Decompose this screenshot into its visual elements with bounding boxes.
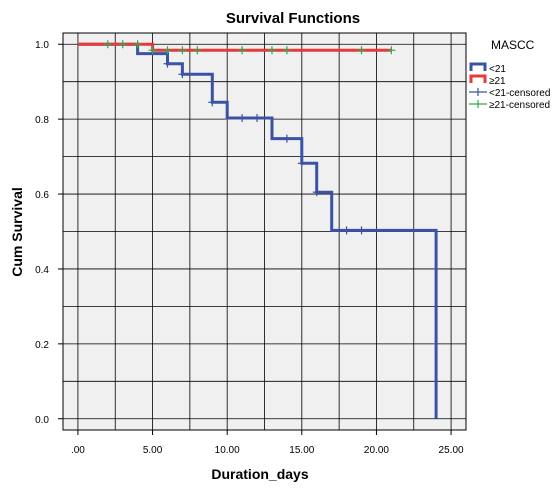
censor-marker xyxy=(208,98,217,107)
x-tick-label: .00 xyxy=(71,445,85,456)
plot-border xyxy=(62,32,467,431)
x-tick-label: 25.00 xyxy=(439,445,464,456)
censor-marker xyxy=(163,46,172,55)
x-axis-title: Duration_days xyxy=(211,466,308,482)
y-tick-label: 0.8 xyxy=(35,115,49,126)
y-tick-label: 0.6 xyxy=(35,190,49,201)
censor-marker xyxy=(103,40,112,49)
censor-marker xyxy=(118,40,127,49)
censor-marker xyxy=(312,188,321,197)
censor-marker xyxy=(253,114,262,123)
legend-item: ≥21 xyxy=(469,74,506,87)
legend-item: <21-censored xyxy=(469,88,550,99)
x-tick-label: 15.00 xyxy=(289,445,314,456)
legend-label: ≥21 xyxy=(489,76,506,87)
y-tick-label: 0.2 xyxy=(35,340,49,351)
censor-marker xyxy=(163,59,172,68)
censor-marker xyxy=(238,46,247,55)
y-tick-label: 1.0 xyxy=(35,40,49,51)
censor-marker xyxy=(357,226,366,235)
series-line xyxy=(77,42,438,419)
censor-marker xyxy=(178,46,187,55)
censor-marker xyxy=(297,159,306,168)
legend: MASCC <21≥21<21-censored≥21-censored xyxy=(469,38,550,111)
legend-label: <21-censored xyxy=(489,88,550,99)
y-axis: 0.0 0.2 0.4 0.6 0.8 1.0 xyxy=(35,40,63,426)
y-tick-label: 0.0 xyxy=(35,415,49,426)
x-tick-label: 5.00 xyxy=(143,445,163,456)
censor-layer xyxy=(103,40,396,235)
censor-marker xyxy=(193,46,202,55)
censor-marker xyxy=(342,226,351,235)
x-tick-label: 10.00 xyxy=(215,445,240,456)
legend-swatch xyxy=(469,62,487,71)
censor-marker xyxy=(133,40,142,49)
x-axis: .00 5.00 10.00 15.00 20.00 25.00 xyxy=(71,430,464,456)
censor-marker xyxy=(238,114,247,123)
censor-marker xyxy=(267,46,276,55)
y-tick-label: 0.4 xyxy=(35,265,49,276)
censor-marker xyxy=(387,46,396,55)
legend-label: ≥21-censored xyxy=(489,100,550,111)
legend-title: MASCC xyxy=(491,38,535,52)
censor-marker xyxy=(282,134,291,143)
censor-marker xyxy=(148,46,157,55)
x-tick-label: 20.00 xyxy=(364,445,389,456)
legend-item: ≥21-censored xyxy=(469,100,550,111)
legend-item: <21 xyxy=(469,62,506,75)
y-axis-title: Cum Survival xyxy=(9,187,25,276)
censor-marker xyxy=(282,46,291,55)
legend-label: <21 xyxy=(489,64,506,75)
censor-marker xyxy=(357,46,366,55)
legend-swatch xyxy=(469,74,487,83)
chart-title: Survival Functions xyxy=(226,10,360,27)
censor-marker xyxy=(178,70,187,79)
